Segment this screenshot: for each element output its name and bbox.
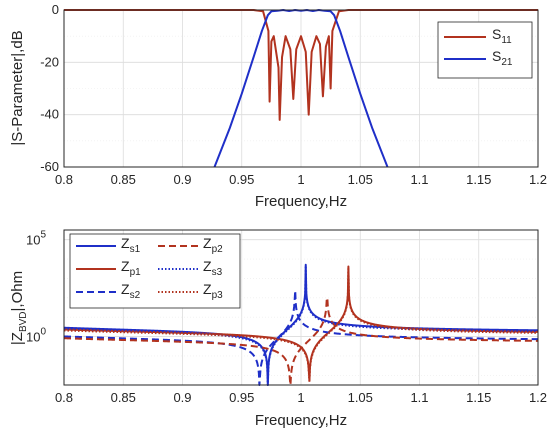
top-legend-label-sub: 11 (501, 35, 512, 46)
bottom-x-tick-label: 0.95 (229, 390, 254, 405)
top-y-axis-label: |S-Parameter|,dB (9, 30, 26, 145)
top-y-tick-label: -20 (40, 54, 59, 69)
bottom-x-tick-label: 1 (297, 390, 304, 405)
bottom-y-tick-exp: 0 (40, 327, 46, 338)
top-legend-label: S21 (492, 48, 513, 68)
bottom-y-tick-base: 10 (26, 330, 40, 345)
bottom-legend-label: Zp1 (121, 258, 141, 278)
top-x-tick-label: 1.1 (410, 172, 428, 187)
bottom-legend-label-sub: p1 (130, 267, 142, 278)
top-x-axis-label: Frequency,Hz (255, 193, 347, 210)
top-y-tick-label: -60 (40, 159, 59, 174)
top-y-tick-labels: 0 -20 -40 -60 (40, 2, 59, 174)
bottom-series-line-zp3 (63, 266, 539, 383)
bottom-legend-label-main: Z (121, 258, 130, 274)
bottom-legend-label-main: Z (203, 235, 212, 251)
bottom-x-tick-label: 1.15 (466, 390, 491, 405)
top-y-tick-label: 0 (52, 2, 59, 17)
bottom-x-tick-label: 0.9 (173, 390, 191, 405)
top-legend-label-main: S (492, 26, 501, 42)
bottom-x-tick-labels: 0.8 0.85 0.9 0.95 1 1.05 1.1 1.15 1.2 (55, 390, 547, 405)
bottom-legend-label-main: Z (121, 281, 130, 297)
top-x-tick-labels: 0.8 0.85 0.9 0.95 1 1.05 1.1 1.15 1.2 (55, 172, 547, 187)
bottom-x-tick-label: 1.1 (410, 390, 428, 405)
bottom-legend-label-sub: s1 (130, 244, 141, 255)
top-x-tick-label: 0.95 (229, 172, 254, 187)
bottom-series-line-zs2 (63, 289, 539, 386)
bottom-legend-label: Zs3 (203, 258, 223, 278)
top-series-line-s21 (213, 9, 389, 168)
top-x-tick-label: 1.15 (466, 172, 491, 187)
top-plot-frame (63, 9, 539, 168)
bottom-legend-label-main: Z (121, 235, 130, 251)
bottom-legend-label-sub: s3 (212, 267, 223, 278)
bottom-y-axis-label-tail: |,Ohm (9, 271, 26, 312)
top-legend-label-main: S (492, 48, 501, 64)
bottom-y-tick-base: 10 (26, 233, 40, 248)
s-parameter-chart: 0.8 0.85 0.9 0.95 1 1.05 1.1 1.15 1.2 0 -20 -40 -60… (9, 2, 547, 210)
bottom-y-tick-label: 100 (26, 327, 46, 345)
bottom-y-axis-label-main: |Z (9, 332, 26, 345)
bottom-legend-label-sub: p3 (212, 290, 224, 301)
top-x-tick-label: 0.8 (55, 172, 73, 187)
bottom-legend-label-main: Z (203, 281, 212, 297)
bottom-series-layer (63, 263, 539, 386)
bottom-y-tick-exp: 5 (40, 230, 46, 241)
top-x-tick-label: 0.9 (173, 172, 191, 187)
bottom-legend-label-sub: p2 (212, 244, 224, 255)
top-legend-label-sub: 21 (501, 57, 513, 68)
top-x-tick-label: 1 (297, 172, 304, 187)
top-x-tick-label: 0.85 (111, 172, 136, 187)
top-legend-box (437, 21, 533, 79)
bottom-y-axis-label-sub: BVD (18, 311, 29, 332)
top-y-tick-label: -40 (40, 107, 59, 122)
top-legend-label: S11 (492, 26, 512, 46)
bottom-y-tick-label: 105 (26, 230, 46, 248)
bottom-plot-frame (63, 229, 539, 386)
bottom-x-axis-label: Frequency,Hz (255, 412, 347, 429)
bottom-x-tick-label: 1.2 (529, 390, 547, 405)
bottom-legend-label: Zp2 (203, 235, 223, 255)
top-x-tick-label: 1.05 (348, 172, 373, 187)
bottom-y-axis-label: |ZBVD|,Ohm (9, 271, 29, 345)
bottom-legend-label: Zs2 (121, 281, 141, 301)
bottom-legend-label-sub: s2 (130, 290, 141, 301)
bottom-legend-label-main: Z (203, 258, 212, 274)
bottom-x-tick-label: 0.85 (111, 390, 136, 405)
bottom-legend-label: Zs1 (121, 235, 141, 255)
top-series-line-s11 (64, 9, 538, 121)
top-x-tick-label: 1.2 (529, 172, 547, 187)
bottom-legend-label: Zp3 (203, 281, 223, 301)
top-series-layer (64, 9, 538, 168)
bottom-x-tick-label: 1.05 (348, 390, 373, 405)
bottom-x-tick-label: 0.8 (55, 390, 73, 405)
